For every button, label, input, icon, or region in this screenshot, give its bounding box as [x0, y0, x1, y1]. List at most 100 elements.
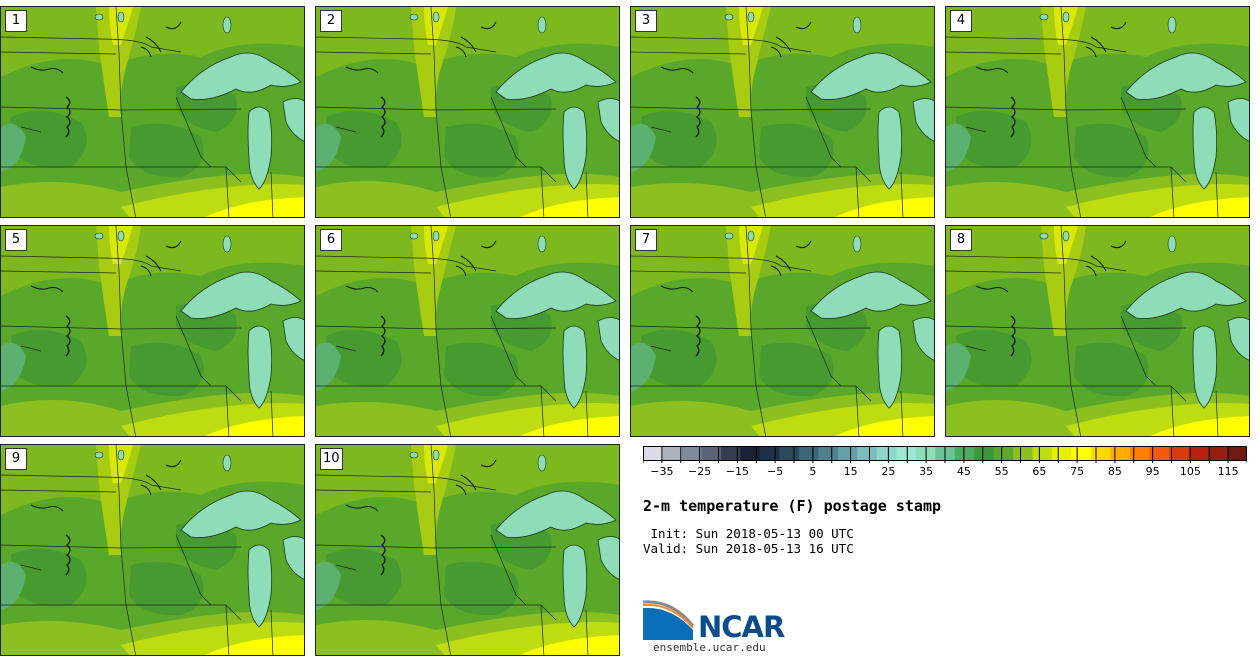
colorbar-segment	[740, 446, 761, 460]
colorbar-segment	[1208, 446, 1228, 460]
state-border	[270, 390, 274, 436]
cool-patch	[129, 561, 204, 616]
colorbar-tick-label: 25	[881, 465, 895, 478]
colorbar-tick-label: −25	[688, 465, 711, 478]
lake-outlines	[770, 21, 812, 58]
lake-huron	[912, 317, 934, 361]
state-border	[20, 564, 42, 571]
river	[380, 315, 386, 357]
small-lake	[409, 232, 419, 240]
warm-ridge	[96, 7, 141, 117]
warm-ridge-core	[1054, 226, 1078, 264]
cool-patch	[1, 342, 26, 391]
colorbar-segment	[701, 446, 722, 460]
colorbar-segment	[643, 446, 663, 460]
stamp-number-label: 5	[5, 229, 27, 251]
international-border	[631, 36, 812, 53]
postage-stamp-2: 2	[315, 6, 620, 218]
small-lake	[1039, 232, 1049, 240]
colorbar-tick-label: 85	[1108, 465, 1122, 478]
state-border	[1, 51, 117, 55]
cool-patch	[316, 342, 341, 391]
small-lake	[747, 230, 755, 242]
lake-michigan	[877, 325, 903, 409]
warm-ridge	[96, 445, 141, 555]
colorbar-tick-label: 5	[809, 465, 816, 478]
lake-outlines	[455, 459, 497, 496]
cool-patch	[631, 342, 656, 391]
temperature-map	[946, 226, 1249, 436]
cool-patch	[1074, 342, 1149, 397]
river	[1010, 315, 1016, 357]
state-border	[270, 171, 274, 217]
state-border	[115, 445, 136, 655]
cool-patch	[946, 342, 971, 391]
stamp-number-label: 2	[320, 10, 342, 32]
cool-patch	[444, 342, 519, 397]
state-border	[805, 315, 842, 387]
small-lake	[537, 454, 547, 472]
state-border	[631, 51, 747, 55]
warm-ridge	[1041, 226, 1086, 336]
international-border	[1, 255, 182, 272]
river	[345, 504, 379, 512]
colorbar-segment	[662, 446, 683, 460]
state-border	[855, 385, 860, 436]
state-border	[316, 489, 432, 493]
state-border	[1120, 315, 1157, 387]
postage-stamp-7: 7	[630, 225, 935, 437]
lake-michigan	[562, 325, 588, 409]
colorbar-segment	[837, 446, 858, 460]
cool-patch	[316, 561, 341, 610]
state-border	[805, 96, 842, 168]
international-border	[316, 36, 497, 53]
river	[65, 315, 71, 357]
lake-huron	[597, 98, 619, 142]
warm-ridge-core	[1054, 7, 1078, 45]
small-lake	[1167, 235, 1177, 253]
state-border	[175, 96, 212, 168]
lake-superior	[810, 52, 932, 100]
state-border	[316, 270, 432, 274]
state-border	[855, 166, 860, 217]
colorbar-segment	[798, 446, 819, 460]
small-lake	[537, 235, 547, 253]
cool-patch	[1, 561, 26, 610]
state-border	[270, 609, 274, 655]
river	[1010, 96, 1016, 138]
warm-ridge-core	[424, 7, 448, 45]
colorbar-segment	[681, 446, 702, 460]
colorbar-tick-label: 15	[844, 465, 858, 478]
warm-ridge-core	[109, 7, 133, 45]
cool-patch	[641, 110, 717, 168]
state-border	[225, 385, 230, 436]
state-border	[430, 226, 451, 436]
cool-patch	[326, 110, 402, 168]
small-lake	[94, 13, 104, 21]
international-border	[946, 255, 1127, 272]
state-border	[900, 171, 904, 217]
state-border	[20, 126, 42, 133]
colorbar-segment	[1188, 446, 1209, 460]
lake-superior	[495, 52, 617, 100]
state-border	[20, 345, 42, 352]
colorbar-segment	[759, 446, 780, 460]
small-lake	[747, 11, 755, 23]
small-lake	[117, 449, 125, 461]
colorbar-segment	[1149, 446, 1170, 460]
state-border	[115, 7, 136, 217]
lake-outlines	[1085, 240, 1127, 277]
state-border	[316, 51, 432, 55]
lake-superior	[180, 52, 302, 100]
lake-outlines	[1085, 21, 1127, 58]
hot-band-south	[1150, 197, 1249, 217]
lake-huron	[282, 536, 304, 580]
hot-band-south	[205, 197, 304, 217]
cool-patch	[641, 329, 717, 387]
cool-patch	[444, 561, 519, 616]
state-border	[540, 385, 545, 436]
state-border	[965, 345, 987, 352]
river	[975, 285, 1009, 293]
temperature-map	[946, 7, 1249, 217]
temperature-map	[631, 7, 934, 217]
